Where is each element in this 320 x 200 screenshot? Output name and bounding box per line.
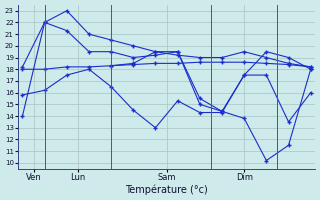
X-axis label: Température (°c): Température (°c) — [125, 185, 208, 195]
